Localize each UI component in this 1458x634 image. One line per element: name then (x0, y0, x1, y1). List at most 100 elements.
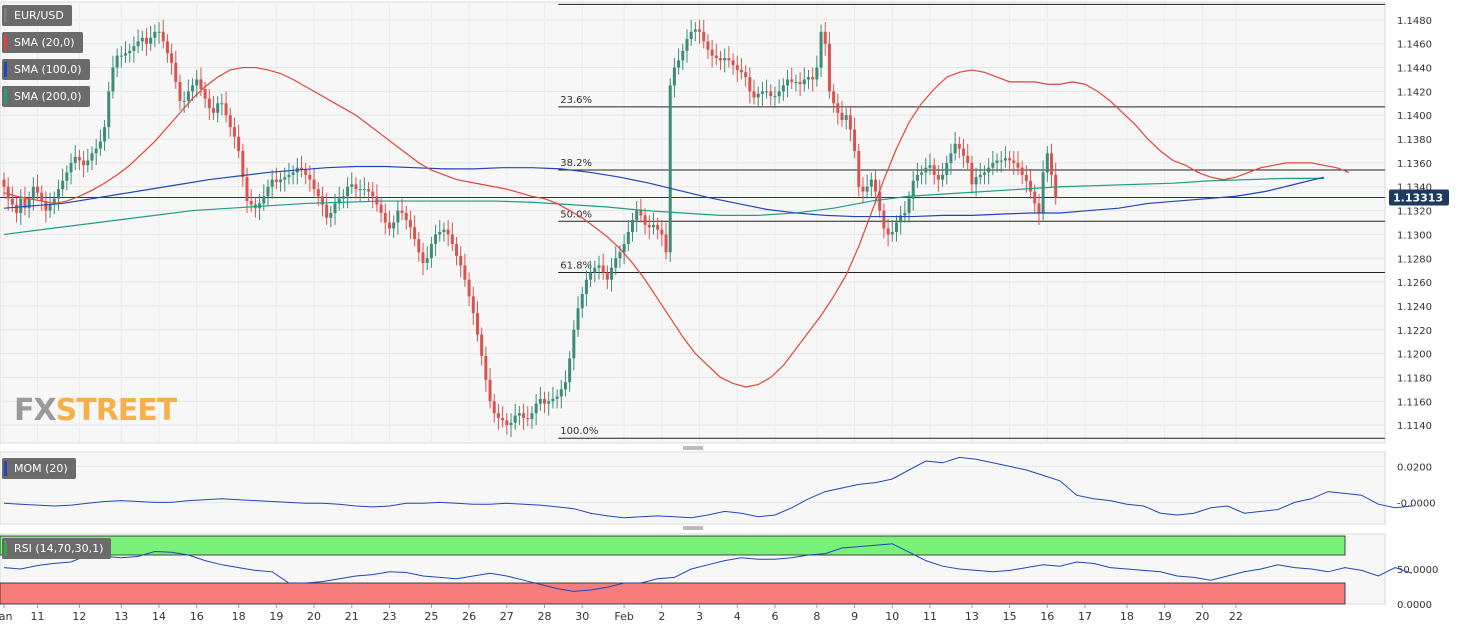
candle-body (966, 155, 970, 163)
last-price-tag (1389, 189, 1449, 206)
price-tick-label: 1.1400 (1397, 111, 1432, 122)
price-tick-label: 1.1360 (1397, 159, 1432, 170)
candle-body (773, 96, 777, 98)
candle-body (647, 224, 651, 228)
candle-body (668, 85, 672, 253)
candle-body (350, 184, 354, 187)
candle-body (1020, 167, 1024, 175)
candle-body (706, 41, 710, 50)
candle-body (735, 65, 739, 70)
candle-body (781, 85, 785, 92)
legend-swatch (4, 461, 7, 476)
legend-mom[interactable]: MOM (20) (2, 458, 76, 479)
candle-body (664, 234, 668, 253)
candle-body (31, 186, 35, 199)
candle-body (727, 58, 731, 61)
candle-body (77, 156, 81, 161)
candle-body (438, 232, 442, 235)
candle-body (526, 417, 530, 420)
x-tick-label: Jan (0, 610, 13, 623)
candle-body (140, 37, 144, 42)
candle-body (312, 179, 316, 190)
candle-body (90, 153, 94, 161)
candle-body (974, 177, 978, 185)
legend-sma100-label: SMA (100,0) (14, 63, 82, 76)
candle-body (241, 150, 245, 178)
fib-label: 23.6% (560, 95, 592, 106)
candle-body (1041, 172, 1045, 213)
legend-sma200[interactable]: SMA (200,0) (2, 86, 90, 107)
candle-body (228, 115, 232, 128)
candle-body (861, 186, 865, 192)
candle-body (6, 186, 10, 199)
candle-body (417, 239, 421, 253)
x-tick-label: 25 (424, 610, 438, 623)
x-tick-label: 18 (1120, 610, 1134, 623)
candle-body (639, 210, 643, 216)
candle-body (304, 170, 308, 175)
candle-body (853, 129, 857, 151)
x-tick-label: 19 (1158, 610, 1172, 623)
candle-body (1033, 191, 1037, 204)
candle-body (903, 212, 907, 216)
candle-body (555, 396, 559, 399)
sma200-line (3, 177, 1324, 236)
legend-rsi[interactable]: RSI (14,70,30,1) (2, 538, 112, 559)
candle-body (618, 252, 622, 259)
candle-body (836, 103, 840, 113)
candle-body (932, 165, 936, 175)
candle-body (769, 91, 773, 97)
candle-body (907, 198, 911, 213)
candle-body (593, 267, 597, 273)
candle-body (463, 265, 467, 280)
legend-symbol[interactable]: EUR/USD (2, 5, 72, 26)
price-panel-bg (0, 1, 1386, 444)
candle-body (383, 212, 387, 223)
candle-body (153, 31, 157, 38)
candle-body (262, 196, 266, 204)
legend-sma100[interactable]: SMA (100,0) (2, 59, 90, 80)
price-tick-label: 1.1380 (1397, 135, 1432, 146)
candle-body (911, 180, 915, 199)
candle-body (308, 174, 312, 180)
candle-body (165, 41, 169, 54)
legend-sma20-label: SMA (20,0) (14, 36, 75, 49)
x-tick-label: 15 (1003, 610, 1017, 623)
candle-body (589, 272, 593, 280)
candle-body (492, 401, 496, 414)
candle-body (819, 31, 823, 68)
candle-body (1024, 174, 1028, 181)
candle-body (622, 243, 626, 253)
candle-body (1045, 153, 1049, 173)
candle-body (36, 186, 40, 193)
candle-body (287, 174, 291, 178)
candle-body (915, 174, 919, 181)
candle-body (274, 179, 278, 182)
candle-body (505, 420, 509, 426)
fxstreet-watermark: FXSTREET (14, 393, 177, 428)
candle-body (367, 189, 371, 192)
candle-body (429, 243, 433, 259)
mom-line (3, 456, 1412, 519)
candle-body (1003, 158, 1007, 161)
candle-body (718, 58, 722, 61)
x-tick-label: 19 (269, 610, 283, 623)
candle-body (534, 403, 538, 414)
candle-body (232, 127, 236, 137)
legend-swatch (4, 541, 7, 556)
candle-body (421, 252, 425, 264)
x-tick-label: 11 (923, 610, 937, 623)
candle-body (626, 232, 630, 244)
candle-body (501, 417, 505, 421)
rsi-tick-label: 0.0000 (1397, 600, 1432, 611)
candle-body (157, 31, 161, 33)
candle-body (119, 55, 123, 57)
candle-body (739, 69, 743, 73)
x-tick-label: 27 (500, 610, 514, 623)
price-tick-label: 1.1160 (1397, 397, 1432, 408)
legend-sma20[interactable]: SMA (20,0) (2, 32, 83, 53)
candle-body (631, 220, 635, 233)
candle-body (848, 115, 852, 130)
candle-body (61, 180, 65, 190)
candle-body (115, 55, 119, 68)
